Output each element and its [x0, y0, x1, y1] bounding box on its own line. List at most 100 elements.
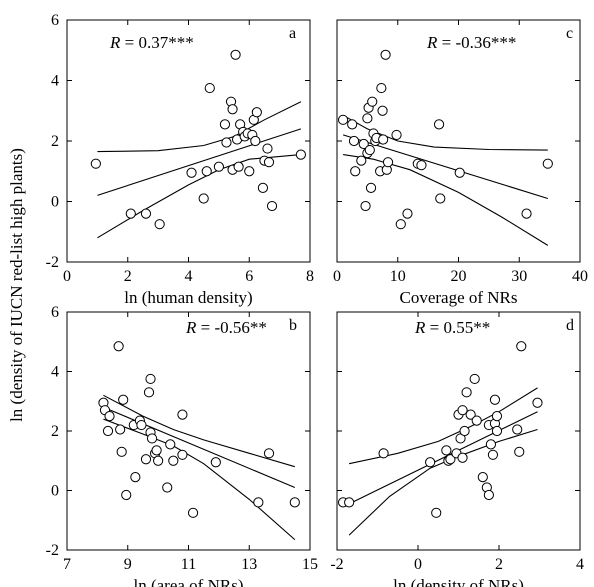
x-tick-label: 10	[390, 268, 406, 285]
data-point	[402, 208, 413, 219]
r-symbol: R	[109, 33, 121, 52]
confidence-lower-curve	[348, 428, 538, 536]
data-point	[491, 411, 503, 422]
data-point	[266, 200, 278, 212]
data-point	[454, 167, 465, 178]
data-point	[380, 49, 391, 60]
data-point	[487, 449, 499, 460]
data-point	[204, 82, 215, 94]
x-axis-title: ln (area of NRs)	[134, 576, 244, 587]
confidence-upper-curve	[342, 114, 548, 151]
data-point	[395, 219, 406, 230]
r-value: = 0.55**	[425, 318, 490, 337]
data-point	[253, 497, 264, 508]
data-point	[376, 82, 387, 94]
data-point	[146, 433, 158, 444]
panel-c: 0 10 20 30 40 Coverage of NRs R = -0.36*** c	[333, 19, 588, 307]
data-point	[485, 439, 496, 450]
panel-letter: c	[566, 25, 573, 42]
data-point	[378, 448, 389, 459]
r-symbol: R	[185, 318, 197, 337]
data-point	[251, 107, 262, 118]
data-point	[377, 105, 388, 116]
y-tick-label: 0	[51, 483, 59, 500]
x-axis-title: ln (human density)	[124, 288, 252, 307]
data-point	[145, 373, 156, 385]
data-point	[104, 411, 115, 422]
data-point	[337, 114, 349, 125]
x-tick-label: 20	[451, 268, 467, 285]
x-tick-label: 8	[306, 268, 314, 285]
data-point	[162, 482, 173, 493]
data-point	[532, 397, 543, 408]
x-tick-label: 13	[241, 556, 257, 573]
data-point	[514, 446, 525, 457]
data-point	[521, 208, 532, 219]
data-point	[459, 425, 470, 437]
data-point	[382, 157, 394, 168]
data-point	[356, 155, 367, 166]
x-tick-label: 0	[63, 268, 71, 285]
x-tick-label: 2	[495, 556, 503, 573]
r-value: = -0.36***	[437, 33, 516, 52]
data-point	[378, 134, 389, 145]
data-point	[364, 144, 375, 156]
data-point	[113, 341, 124, 352]
data-point	[140, 454, 152, 465]
data-point	[143, 387, 155, 398]
data-point	[477, 472, 488, 483]
y-tick-label: -2	[46, 254, 59, 271]
x-tick-label: 0	[414, 556, 422, 573]
panel-d: -2 0 2 4 ln (density of NRs) R = 0.55** d	[330, 311, 584, 587]
y-tick-label: 6	[51, 304, 59, 321]
data-point	[542, 158, 553, 169]
data-point	[263, 448, 275, 459]
data-point	[391, 129, 402, 141]
x-tick-label: 15	[302, 556, 318, 573]
data-point	[360, 200, 371, 212]
data-point	[367, 96, 378, 107]
data-point	[469, 373, 480, 385]
y-tick-label: -2	[46, 542, 59, 559]
data-point	[435, 193, 446, 204]
data-point	[344, 497, 355, 508]
y-tick-label: 0	[51, 194, 59, 211]
x-axis-title: ln (density of NRs)	[393, 576, 524, 587]
plot-frame	[66, 19, 311, 263]
data-point	[198, 193, 209, 204]
r-value: = 0.37***	[120, 33, 193, 52]
data-point	[210, 457, 221, 468]
y-tick-label: 4	[51, 73, 59, 90]
r-symbol: R	[426, 33, 438, 52]
correlation-annotation: R = 0.37***	[109, 33, 194, 52]
data-point	[125, 208, 136, 219]
data-point	[102, 425, 114, 437]
data-point	[263, 157, 275, 168]
data-point	[347, 119, 358, 130]
y-axis-title: ln (density of IUCN red-list high plants…	[7, 148, 26, 422]
data-point	[121, 489, 132, 501]
data-point	[516, 341, 527, 352]
data-point	[489, 394, 501, 405]
confidence-lower-curve	[343, 154, 549, 246]
data-point	[227, 104, 238, 115]
data-point	[90, 158, 101, 169]
data-point	[365, 182, 377, 193]
data-point	[221, 137, 232, 148]
data-point	[116, 446, 127, 457]
panel-letter: d	[566, 317, 574, 334]
data-point	[512, 424, 523, 435]
x-tick-label: -2	[330, 556, 343, 573]
data-point	[445, 454, 456, 465]
data-point	[177, 409, 188, 420]
y-tick-label: 2	[51, 423, 59, 440]
data-point	[165, 439, 176, 450]
data-point	[289, 497, 300, 508]
data-point	[244, 166, 255, 177]
data-point	[471, 415, 482, 426]
x-tick-label: 6	[245, 268, 253, 285]
confidence-upper-curve	[103, 394, 295, 468]
x-tick-label: 40	[572, 268, 588, 285]
data-point	[168, 455, 179, 466]
